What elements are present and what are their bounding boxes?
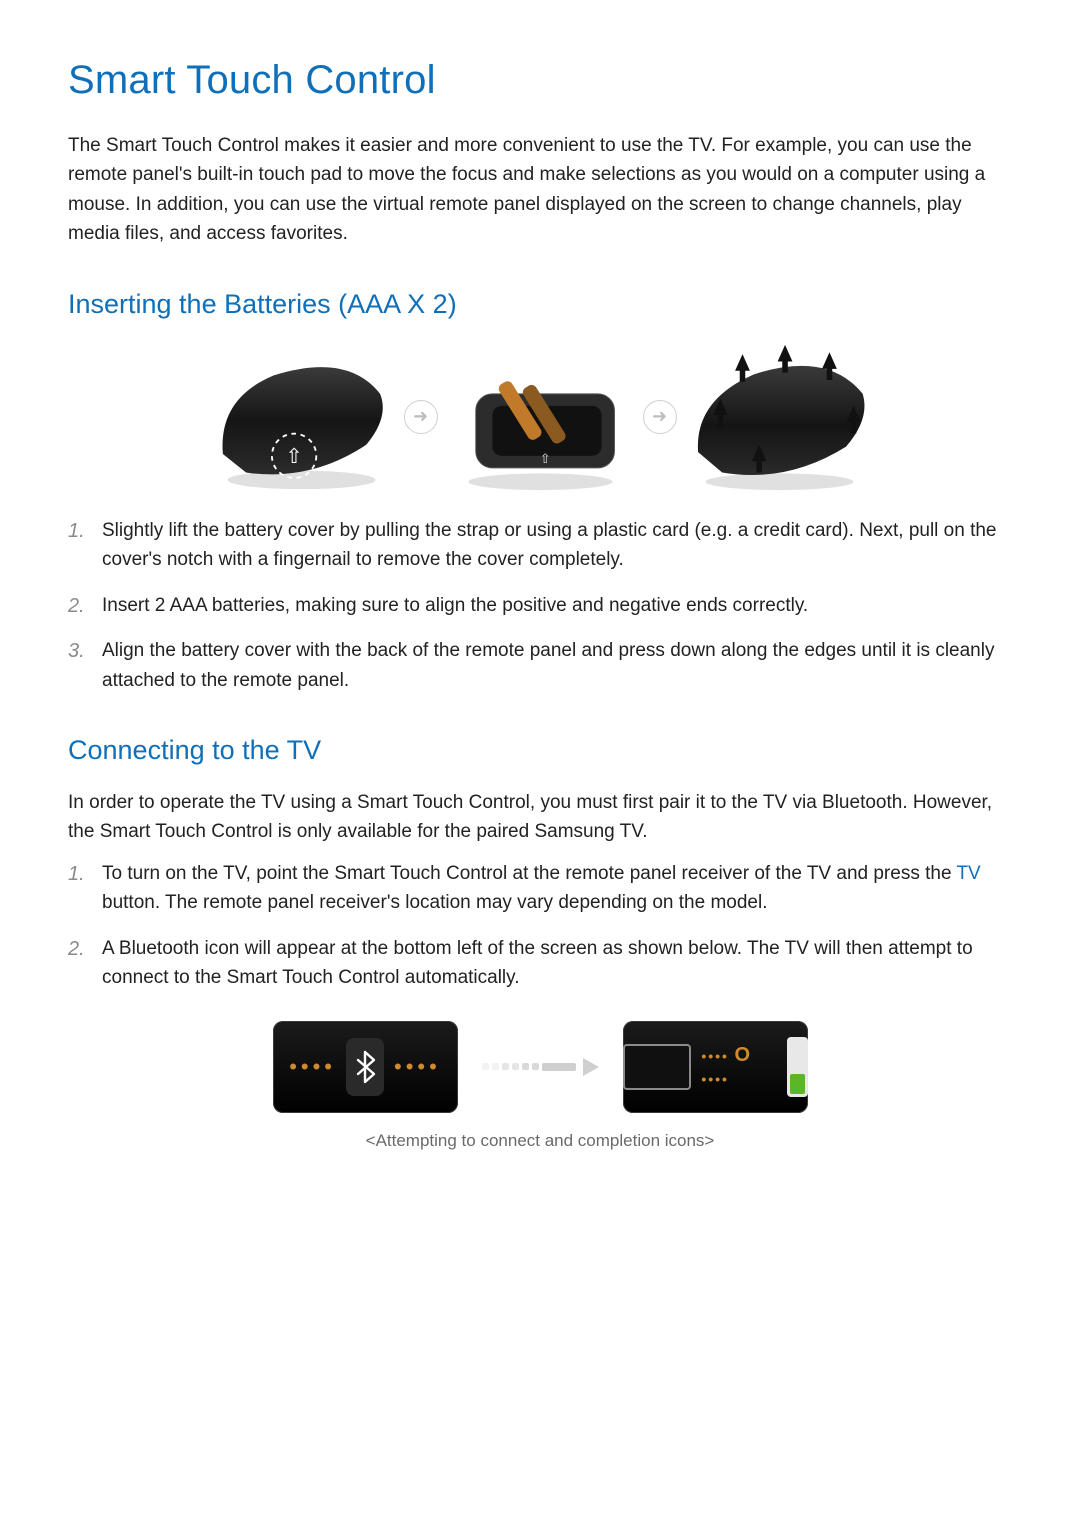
section-connecting-heading: Connecting to the TV	[68, 735, 1012, 766]
battery-stage-3	[687, 342, 872, 492]
remote-icon	[787, 1037, 807, 1097]
dots-right: ••••	[394, 1054, 441, 1080]
bluetooth-diagram: •••• •••• •••• O ••••	[68, 1021, 1012, 1113]
dots: ••••	[701, 1071, 729, 1087]
arrow-icon: ➜	[404, 400, 438, 434]
intro-paragraph: The Smart Touch Control makes it easier …	[68, 131, 1012, 249]
dots-left: ••••	[289, 1054, 336, 1080]
text: To turn on the TV, point the Smart Touch…	[102, 863, 956, 884]
page-title: Smart Touch Control	[68, 58, 1012, 103]
section-batteries-heading: Inserting the Batteries (AAA X 2)	[68, 289, 1012, 320]
connecting-steps: To turn on the TV, point the Smart Touch…	[68, 859, 1012, 993]
connecting-intro: In order to operate the TV using a Smart…	[68, 788, 1012, 847]
diagram-caption: <Attempting to connect and completion ic…	[68, 1131, 1012, 1151]
arrow-icon: ➜	[643, 400, 677, 434]
bt-attempting-card: •••• ••••	[273, 1021, 458, 1113]
tv-button-label: TV	[956, 863, 980, 884]
progress-arrow-icon	[482, 1058, 599, 1076]
bluetooth-icon	[346, 1038, 384, 1096]
battery-stage-2: ⇧	[448, 342, 633, 492]
dots: ••••	[701, 1048, 729, 1064]
list-item: A Bluetooth icon will appear at the bott…	[68, 934, 1012, 993]
list-item: Slightly lift the battery cover by pulli…	[68, 516, 1012, 575]
list-item: To turn on the TV, point the Smart Touch…	[68, 859, 1012, 918]
o-glyph: O	[734, 1044, 750, 1066]
svg-text:⇧: ⇧	[285, 446, 302, 468]
svg-text:⇧: ⇧	[539, 451, 550, 466]
list-item: Align the battery cover with the back of…	[68, 636, 1012, 695]
battery-diagram: ⇧ ➜ ⇧ ➜	[68, 342, 1012, 492]
tv-icon	[623, 1044, 692, 1090]
text: button. The remote panel receiver's loca…	[102, 892, 768, 913]
battery-steps: Slightly lift the battery cover by pulli…	[68, 516, 1012, 695]
battery-stage-1: ⇧	[209, 342, 394, 492]
list-item: Insert 2 AAA batteries, making sure to a…	[68, 591, 1012, 620]
bt-completed-card: •••• O ••••	[623, 1021, 808, 1113]
connection-dots: •••• O ••••	[701, 1044, 777, 1090]
